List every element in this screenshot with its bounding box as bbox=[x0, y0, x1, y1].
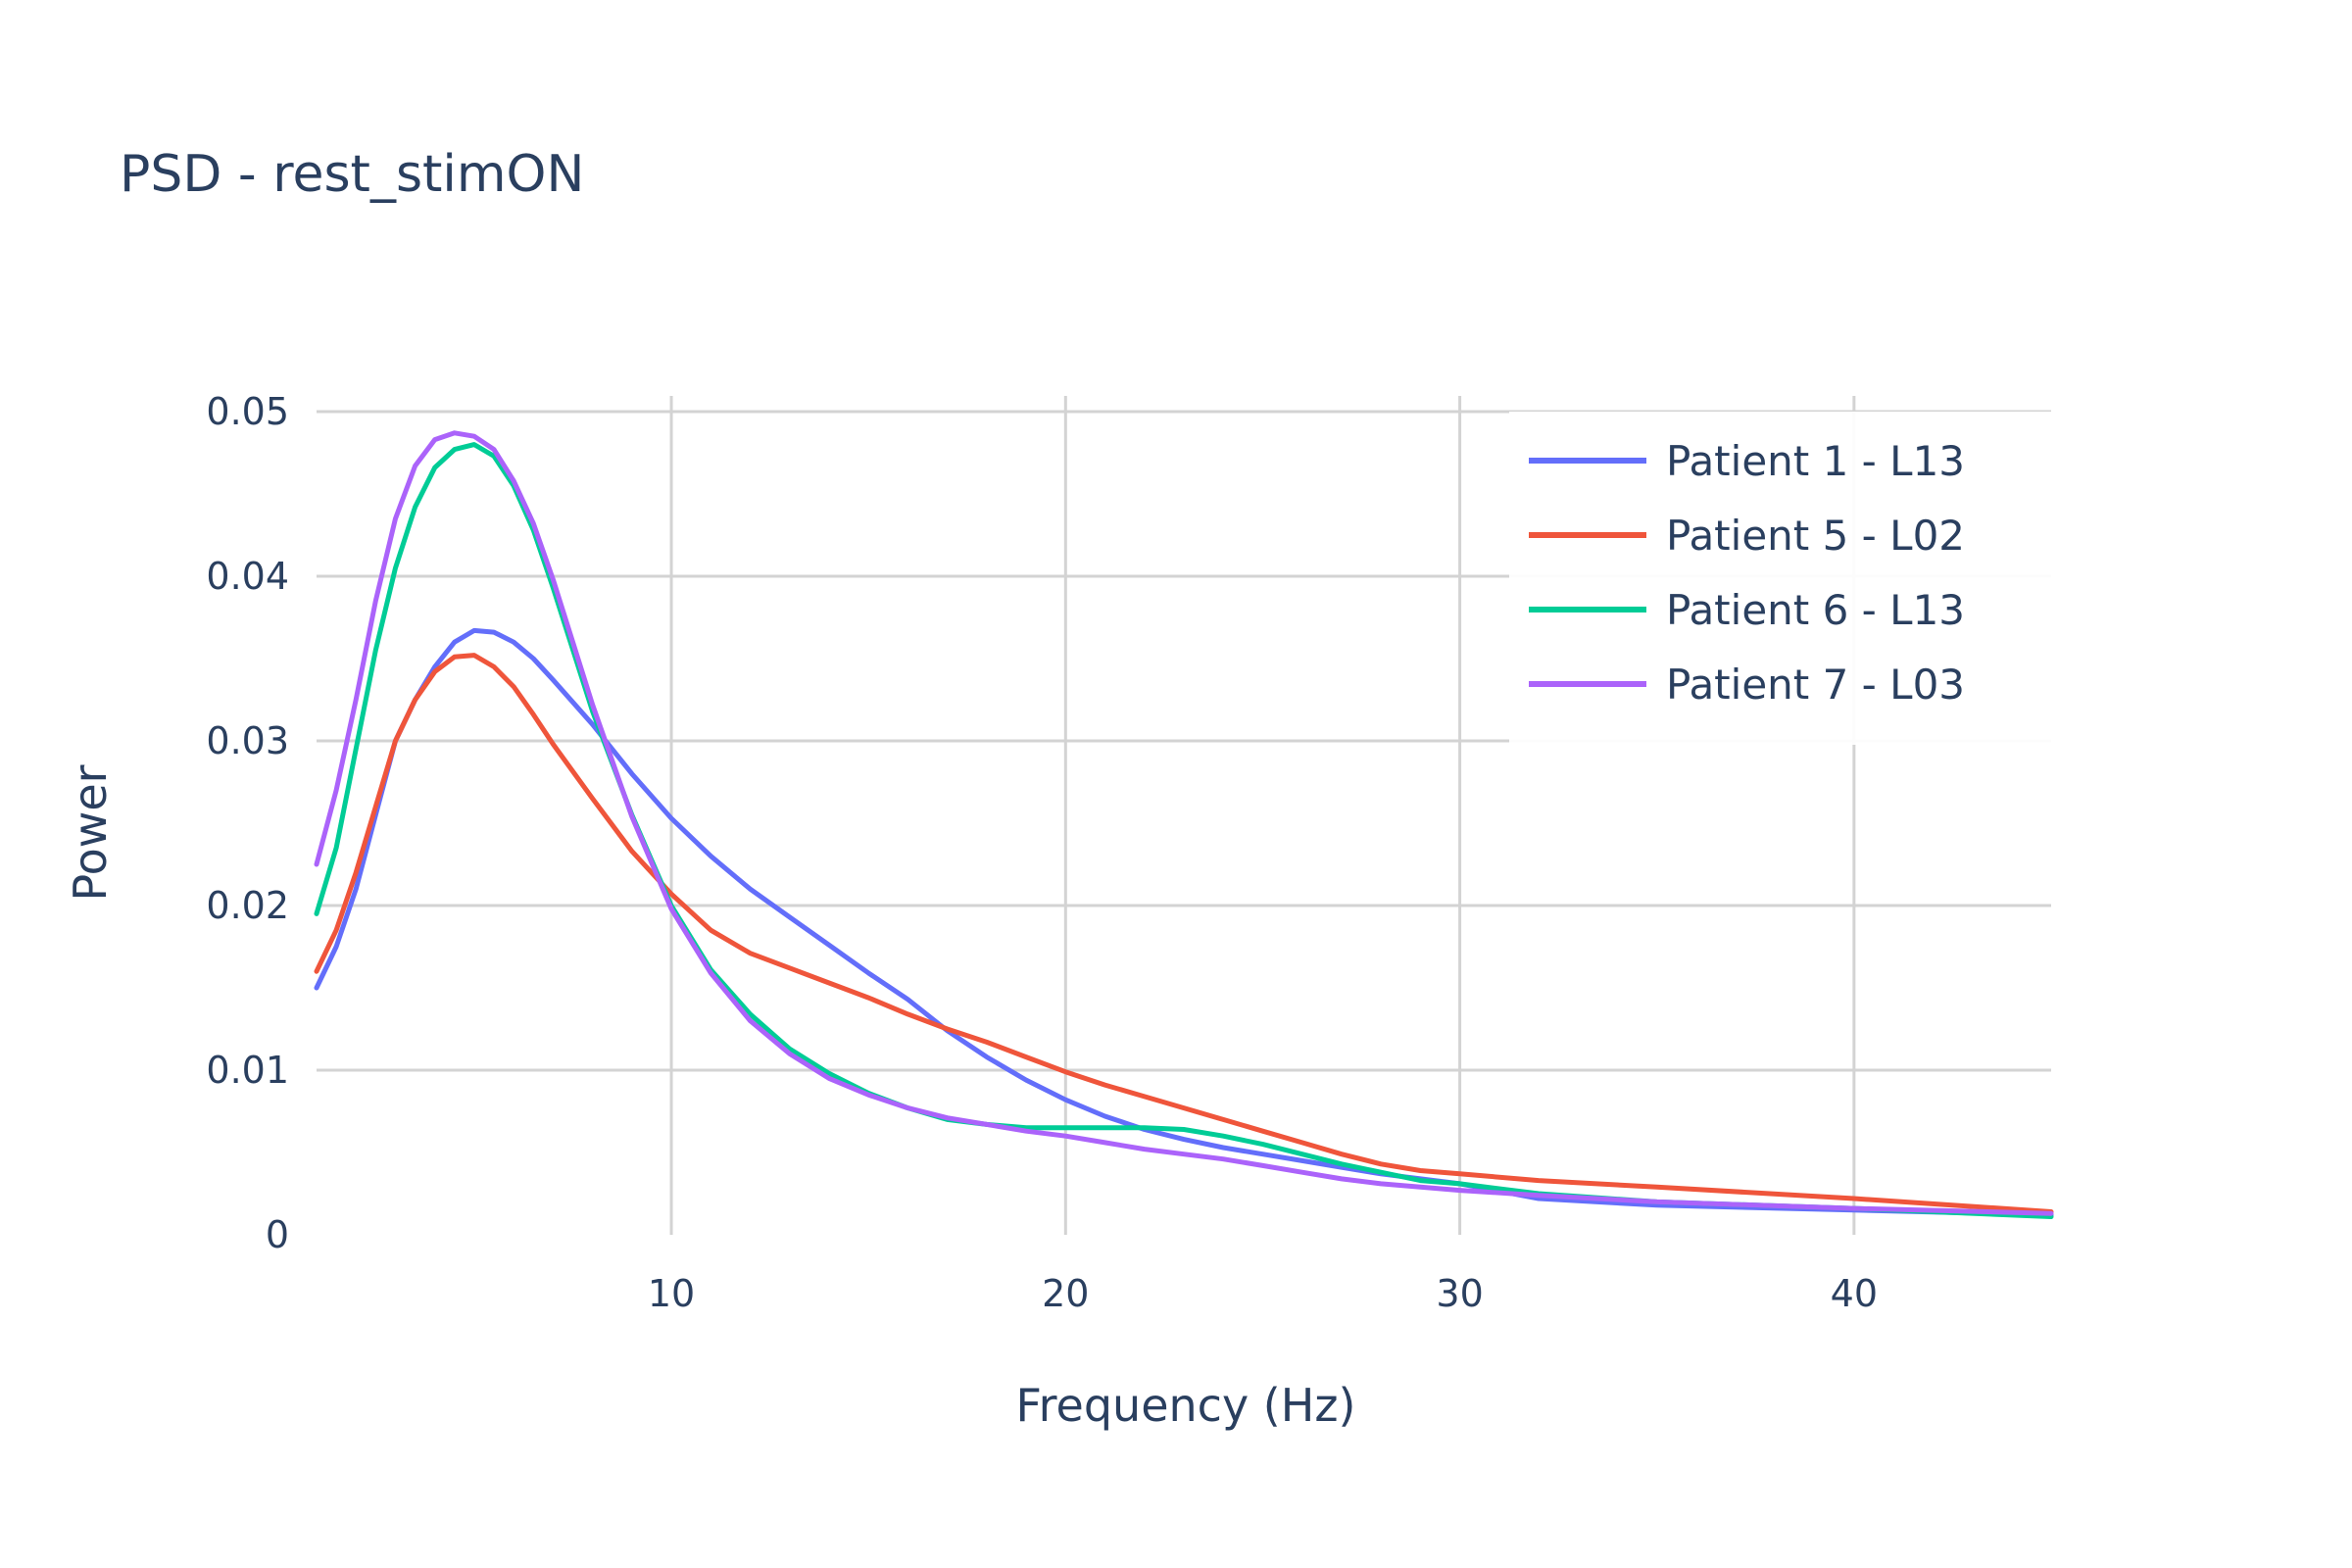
x-tick-label: 20 bbox=[1042, 1272, 1089, 1315]
y-tick-label: 0.02 bbox=[206, 884, 289, 927]
y-tick-label: 0.01 bbox=[206, 1049, 289, 1092]
legend: Patient 1 - L13 Patient 5 - L02 Patient 6 … bbox=[1509, 412, 2058, 745]
legend-label: Patient 5 - L02 bbox=[1666, 512, 1965, 560]
y-tick-label: 0.05 bbox=[206, 390, 289, 433]
legend-item[interactable]: Patient 6 - L13 bbox=[1529, 586, 1965, 634]
y-tick-label: 0.03 bbox=[206, 719, 289, 762]
series-line-3 bbox=[314, 442, 2054, 1219]
x-tick-label: 10 bbox=[648, 1272, 695, 1315]
x-axis-title: Frequency (Hz) bbox=[1016, 1379, 1356, 1432]
series-line-2 bbox=[314, 653, 2054, 1214]
x-tick-label: 40 bbox=[1831, 1272, 1878, 1315]
y-tick-label: 0 bbox=[266, 1213, 289, 1256]
y-tick-label: 0.04 bbox=[206, 555, 289, 598]
legend-label: Patient 1 - L13 bbox=[1666, 437, 1965, 485]
legend-label: Patient 6 - L13 bbox=[1666, 586, 1965, 634]
chart-title: PSD - rest_stimON bbox=[120, 145, 584, 204]
y-axis-title: Power bbox=[64, 764, 117, 901]
legend-item[interactable]: Patient 1 - L13 bbox=[1529, 437, 1965, 485]
legend-background bbox=[1509, 412, 2058, 745]
x-tick-label: 30 bbox=[1436, 1272, 1483, 1315]
series-line-4 bbox=[314, 430, 2054, 1216]
legend-item[interactable]: Patient 5 - L02 bbox=[1529, 512, 1965, 560]
legend-item[interactable]: Patient 7 - L03 bbox=[1529, 661, 1965, 709]
tick-layer: 0 0.01 0.02 0.03 0.04 0.05 10 20 30 40 bbox=[206, 390, 1878, 1315]
series-layer bbox=[314, 430, 2054, 1219]
legend-label: Patient 7 - L03 bbox=[1666, 661, 1965, 709]
